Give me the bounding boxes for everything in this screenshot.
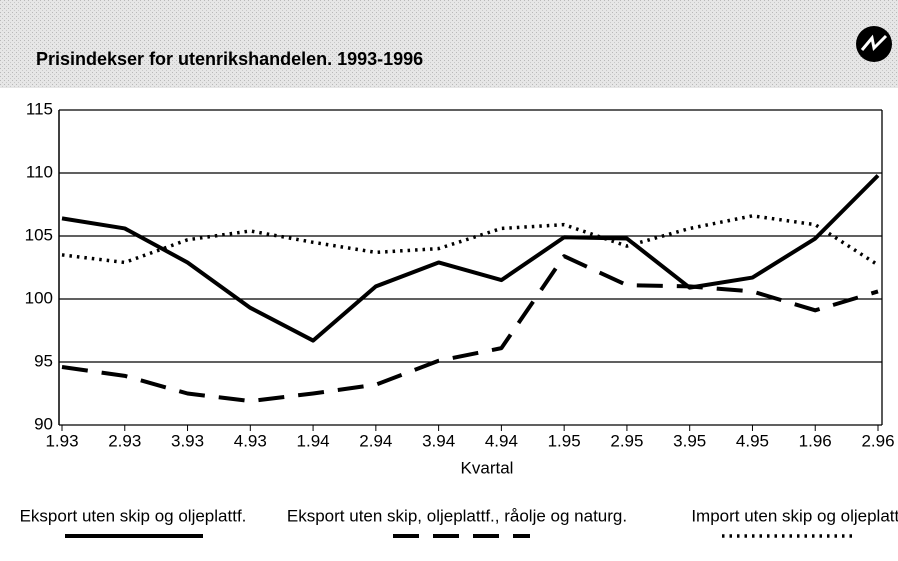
y-tick-label: 90 bbox=[34, 414, 53, 433]
x-tick-label: 1.93 bbox=[45, 431, 78, 450]
x-tick-label: 3.94 bbox=[422, 431, 455, 450]
x-tick-label: 4.93 bbox=[234, 431, 267, 450]
series-line bbox=[61, 214, 879, 267]
logo-icon-mark bbox=[860, 34, 888, 52]
y-tick-label: 100 bbox=[25, 288, 53, 307]
legend-label: Eksport uten skip, oljeplattf., råolje o… bbox=[287, 506, 627, 525]
chart-title: Prisindekser for utenrikshandelen. 1993-… bbox=[36, 49, 423, 69]
x-tick-label: 3.95 bbox=[673, 431, 706, 450]
x-tick-label: 1.94 bbox=[297, 431, 330, 450]
x-tick-label: 1.96 bbox=[799, 431, 832, 450]
series-line bbox=[61, 254, 879, 404]
y-tick-label: 115 bbox=[26, 99, 53, 118]
x-tick-label: 4.94 bbox=[485, 431, 518, 450]
x-tick-label: 2.96 bbox=[861, 431, 894, 450]
legend-label: Eksport uten skip og oljeplattf. bbox=[20, 506, 247, 525]
x-tick-label: 3.93 bbox=[171, 431, 204, 450]
series-line bbox=[61, 174, 880, 343]
x-tick-label: 2.95 bbox=[610, 431, 643, 450]
header-band bbox=[0, 0, 898, 88]
y-tick-label: 95 bbox=[34, 351, 53, 370]
x-axis-label: Kvartal bbox=[461, 458, 514, 477]
x-tick-label: 4.95 bbox=[736, 431, 769, 450]
legend-label: Import uten skip og oljeplattf. bbox=[691, 506, 898, 525]
x-tick-label: 2.93 bbox=[108, 431, 141, 450]
y-tick-label: 105 bbox=[25, 225, 53, 244]
y-tick-label: 110 bbox=[26, 162, 53, 181]
x-tick-label: 1.95 bbox=[548, 431, 581, 450]
x-tick-label: 2.94 bbox=[359, 431, 392, 450]
